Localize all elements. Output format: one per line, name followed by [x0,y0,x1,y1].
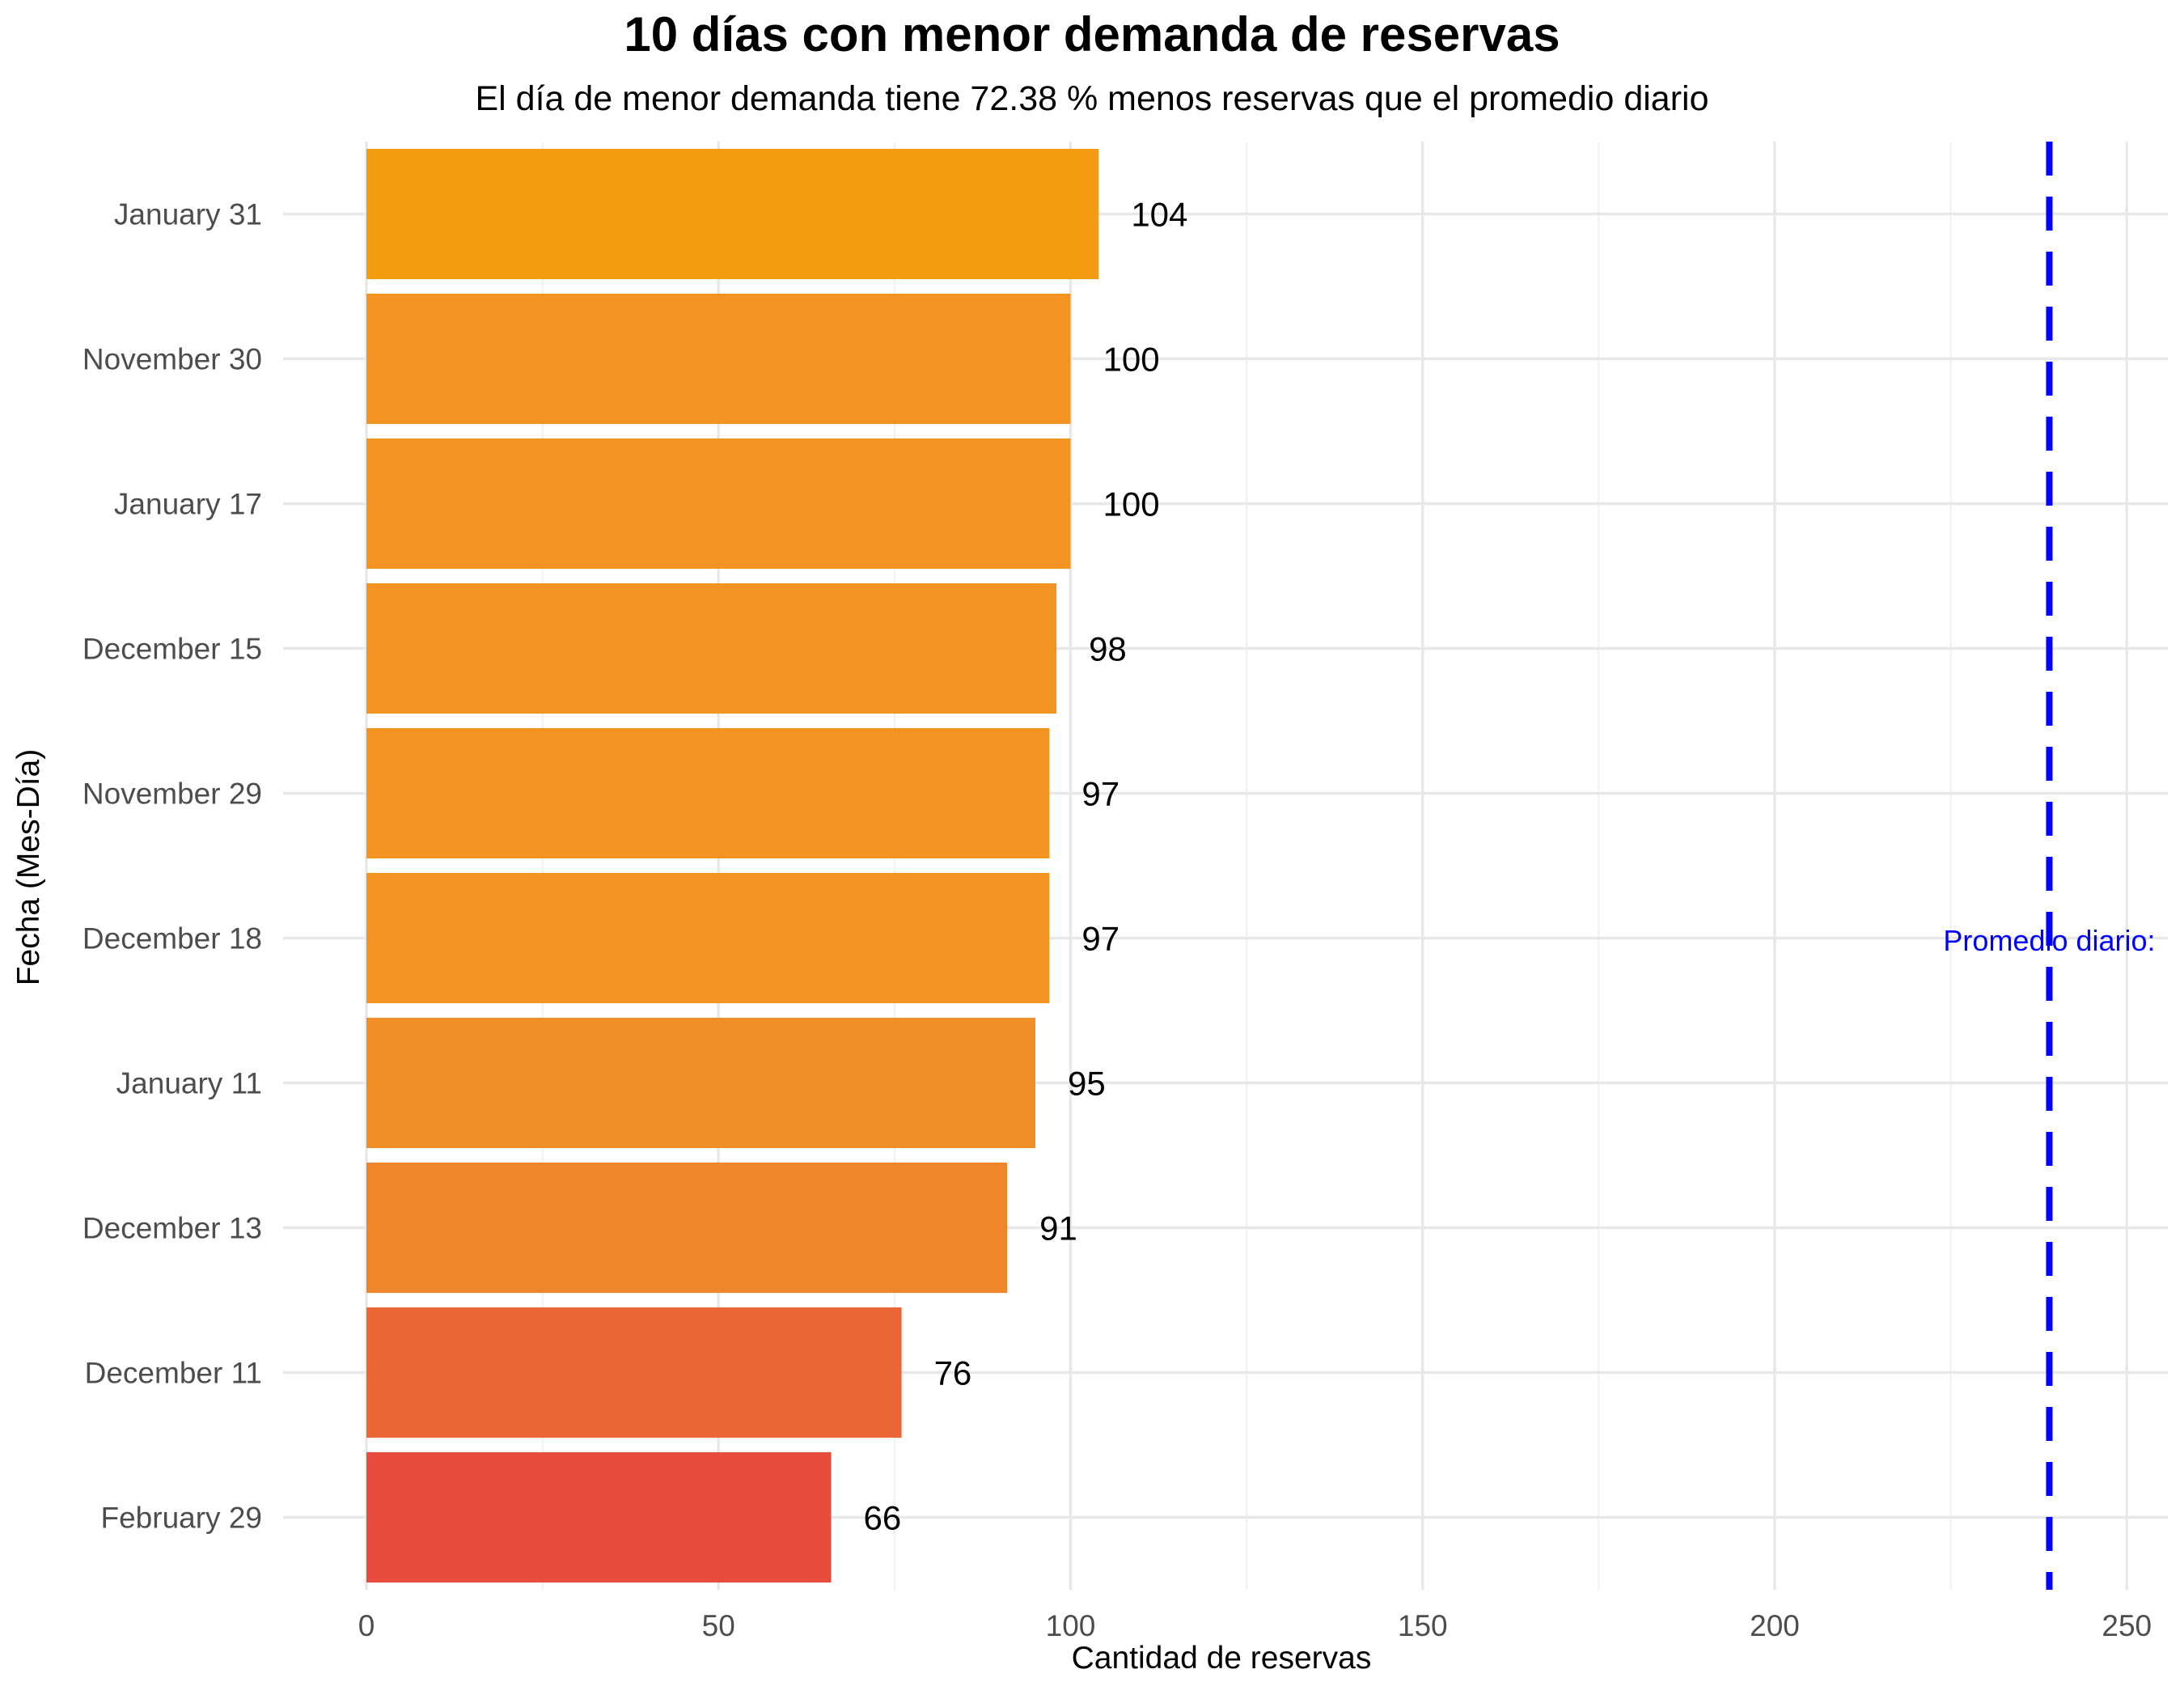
bar [366,1451,832,1583]
data-label: 66 [864,1499,902,1537]
y-tick-label: December 13 [83,1212,262,1245]
data-label: 91 [1039,1210,1077,1248]
data-label: 98 [1089,630,1127,668]
data-label: 76 [934,1354,972,1392]
chart-title: 10 días con menor demanda de reservas [624,7,1560,61]
x-tick-label: 200 [1750,1609,1800,1642]
bar [366,293,1071,425]
x-tick-label: 250 [2101,1609,2152,1642]
bar [366,1017,1035,1149]
data-label: 95 [1068,1065,1106,1103]
bar [366,438,1071,570]
data-label: 97 [1081,920,1120,958]
reference-line-group: Promedio diario: [1943,142,2156,1590]
bar [366,727,1050,859]
x-tick-label: 0 [358,1609,375,1642]
chart-subtitle: El día de menor demanda tiene 72.38 % me… [475,79,1709,118]
data-label: 100 [1103,485,1160,523]
bar [366,583,1057,714]
y-axis-title: Fecha (Mes-Día) [11,749,46,986]
data-label: 100 [1103,341,1160,379]
reference-line-label: Promedio diario: [1943,924,2155,957]
y-tick-label: December 15 [83,633,262,666]
bars [366,148,1099,1583]
x-tick-label: 50 [702,1609,735,1642]
y-tick-label: February 29 [101,1502,263,1535]
bar [366,148,1099,280]
y-tick-label: December 11 [85,1357,262,1390]
y-tick-label: December 18 [83,922,262,955]
y-tick-label: January 17 [114,488,262,521]
x-tick-label: 100 [1046,1609,1096,1642]
y-tick-label: January 11 [116,1067,262,1100]
bar [366,872,1050,1004]
y-tick-label: January 31 [114,198,262,231]
x-axis-title: Cantidad de reservas [1072,1641,1372,1676]
data-label: 97 [1081,775,1120,813]
y-tick-label: November 29 [83,777,262,811]
y-tick-label: November 30 [83,343,262,376]
bar [366,1307,902,1438]
bar [366,1162,1008,1294]
tick-labels: 0 50 100 150 200 250 January 31 November 30 Janu… [83,196,2152,1643]
x-tick-label: 150 [1398,1609,1448,1642]
data-label: 104 [1131,196,1187,234]
